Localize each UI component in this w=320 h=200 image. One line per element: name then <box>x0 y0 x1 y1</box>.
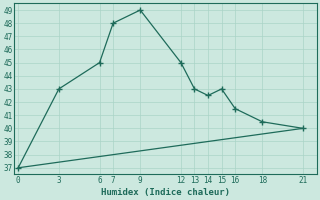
X-axis label: Humidex (Indice chaleur): Humidex (Indice chaleur) <box>101 188 230 197</box>
